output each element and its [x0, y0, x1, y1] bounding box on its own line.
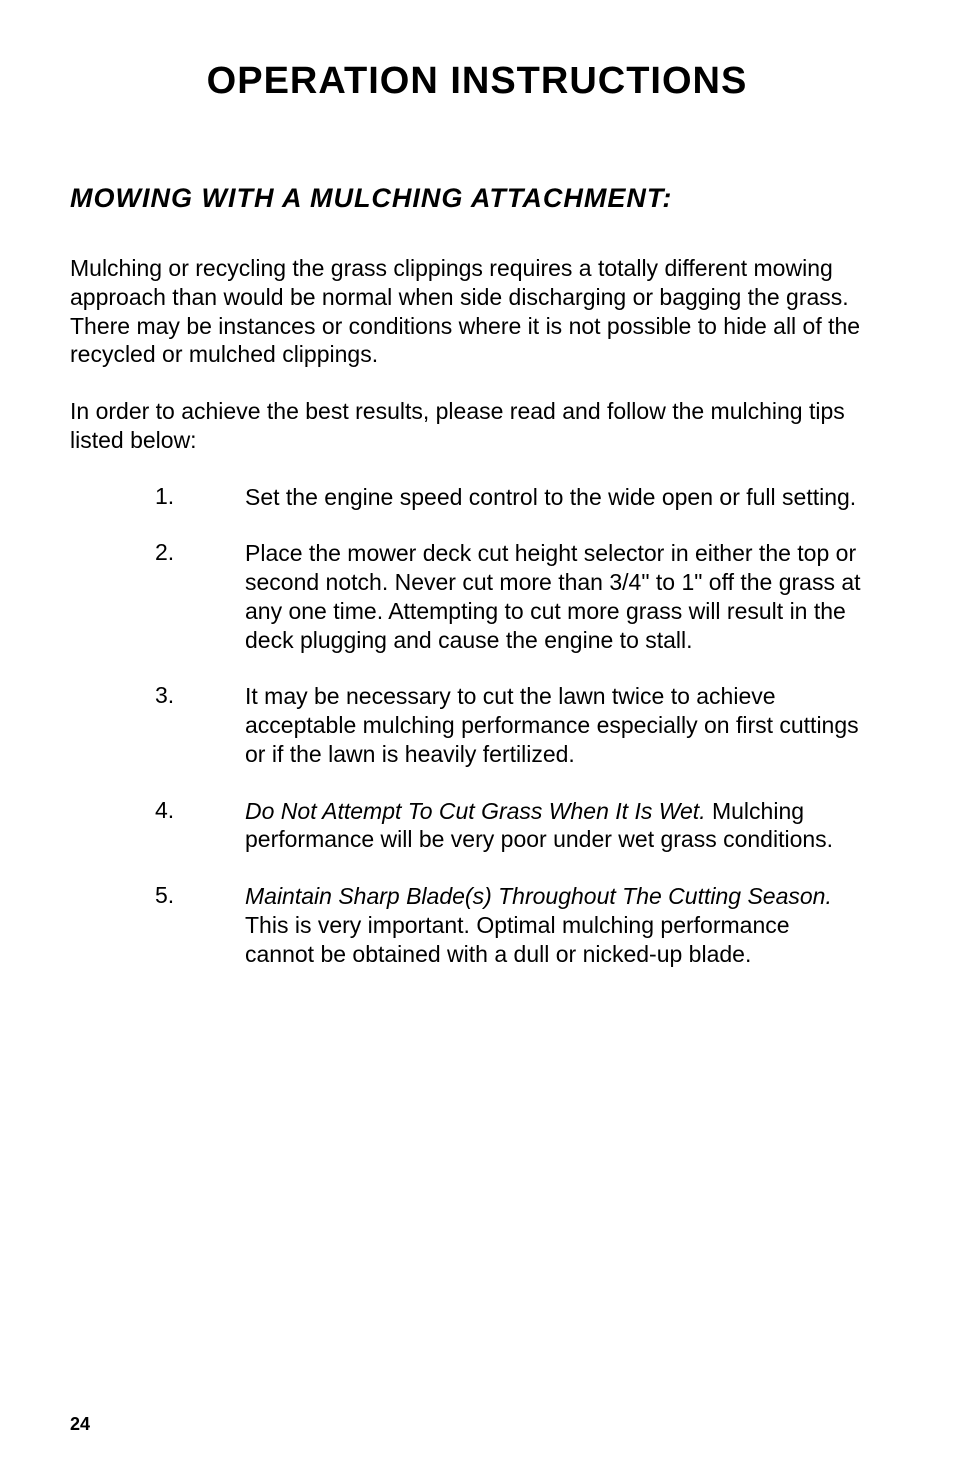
- list-item: 2. Place the mower deck cut height selec…: [155, 539, 864, 654]
- list-text: Place the mower deck cut height selector…: [245, 539, 864, 654]
- list-item: 4. Do Not Attempt To Cut Grass When It I…: [155, 797, 864, 855]
- italic-text: Maintain Sharp Blade(s) Throughout The C…: [245, 883, 832, 909]
- list-number: 5.: [155, 882, 245, 968]
- tips-list: 1. Set the engine speed control to the w…: [70, 483, 884, 969]
- list-number: 2.: [155, 539, 245, 654]
- list-text: Maintain Sharp Blade(s) Throughout The C…: [245, 882, 864, 968]
- intro-paragraph: Mulching or recycling the grass clipping…: [70, 254, 884, 369]
- lead-in-paragraph: In order to achieve the best results, pl…: [70, 397, 884, 455]
- italic-text: Do Not Attempt To Cut Grass When It Is W…: [245, 798, 706, 824]
- list-number: 4.: [155, 797, 245, 855]
- list-item: 3. It may be necessary to cut the lawn t…: [155, 682, 864, 768]
- plain-text: This is very important. Optimal mulching…: [245, 912, 790, 967]
- list-text: It may be necessary to cut the lawn twic…: [245, 682, 864, 768]
- list-item: 5. Maintain Sharp Blade(s) Throughout Th…: [155, 882, 864, 968]
- list-text: Do Not Attempt To Cut Grass When It Is W…: [245, 797, 864, 855]
- page-title: OPERATION INSTRUCTIONS: [70, 60, 884, 103]
- list-item: 1. Set the engine speed control to the w…: [155, 483, 864, 512]
- list-text: Set the engine speed control to the wide…: [245, 483, 864, 512]
- page-number: 24: [70, 1414, 90, 1435]
- section-title: MOWING WITH A MULCHING ATTACHMENT:: [70, 183, 884, 214]
- list-number: 1.: [155, 483, 245, 512]
- list-number: 3.: [155, 682, 245, 768]
